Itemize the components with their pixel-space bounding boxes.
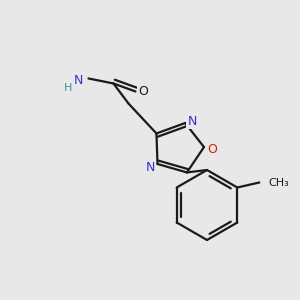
- Text: O: O: [207, 142, 217, 156]
- Text: H: H: [64, 83, 73, 94]
- Text: O: O: [139, 85, 148, 98]
- Text: N: N: [146, 160, 155, 173]
- Text: N: N: [188, 115, 197, 128]
- Text: CH₃: CH₃: [268, 178, 289, 188]
- Text: N: N: [74, 74, 83, 87]
